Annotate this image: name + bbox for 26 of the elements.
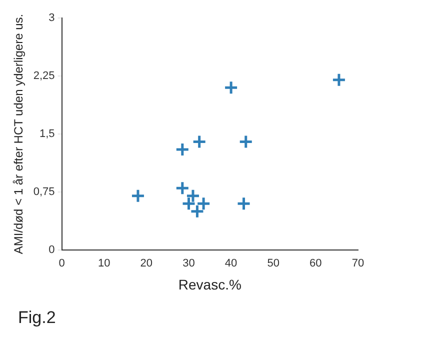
x-tick-label: 30 [182,258,195,270]
x-tick-label: 40 [224,258,238,270]
x-tick-label: 0 [58,258,65,270]
point [236,196,252,211]
x-tick-label: 50 [267,258,280,270]
point [238,134,254,149]
point [186,188,200,204]
point [196,196,211,211]
x-tick-label: 60 [310,258,322,270]
caption: Fig.2 [18,308,57,328]
y-tick-label: 0,75 [33,186,55,198]
y-tick-label: 1,5 [40,128,55,140]
x-axis-title: Revasc.% [178,276,242,292]
point [130,188,146,204]
y-tick-label: 2,25 [33,70,55,82]
y-tick-label: 0 [48,244,55,256]
y-axis-title: AMI/død < 1 år efter HCT uden yderligere us. [12,14,26,254]
x-tick-label: 10 [98,258,110,270]
y-tick-label: 3 [48,12,55,24]
x-tick-label: 20 [140,258,153,270]
point [175,180,190,196]
point [175,142,190,157]
point [192,134,207,149]
point [224,80,238,95]
x-tick-label: 70 [352,258,364,270]
point [332,72,346,88]
